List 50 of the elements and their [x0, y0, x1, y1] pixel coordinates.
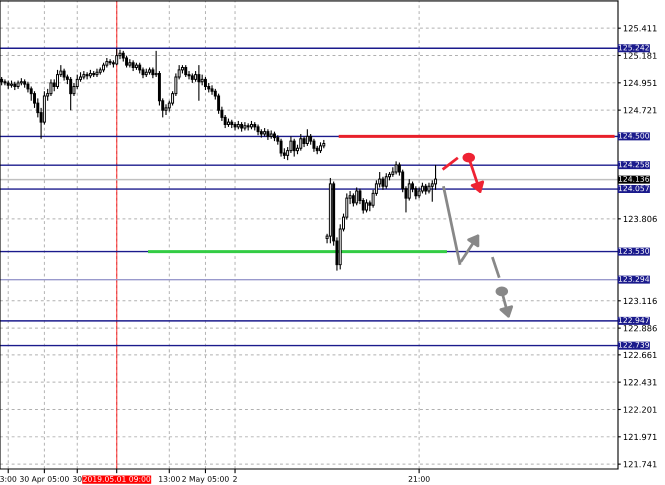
- y-tick-label: 125.181: [624, 52, 657, 59]
- y-tick-label: 122.201: [624, 406, 657, 413]
- candlestick: [194, 70, 198, 82]
- candlestick: [102, 62, 106, 73]
- candlestick: [280, 138, 283, 158]
- y-tick-label: 122.431: [624, 379, 657, 386]
- candlestick: [420, 182, 424, 194]
- candlestick: [190, 72, 194, 84]
- y-tick-label: 125.411: [624, 25, 657, 32]
- candlestick: [197, 64, 200, 102]
- y-tick-label: 121.971: [624, 434, 657, 440]
- y-tick-label: 122.886: [624, 325, 657, 332]
- candlestick: [352, 192, 355, 208]
- candlestick: [299, 133, 302, 152]
- candlestick: [302, 136, 306, 148]
- candlestick: [424, 183, 428, 196]
- candlestick: [266, 128, 270, 141]
- candlestick: [381, 176, 384, 190]
- candlestick: [355, 186, 358, 206]
- y-tick-label: 122.661: [624, 352, 657, 358]
- candlestick: [49, 78, 52, 97]
- candlestick: [200, 74, 204, 86]
- candlestick: [142, 66, 144, 79]
- candlestick: [132, 60, 135, 72]
- y-tick-label: 123.806: [624, 216, 657, 222]
- candlestick: [125, 55, 128, 68]
- candlestick: [56, 69, 59, 90]
- candlestick: [273, 131, 276, 142]
- candlestick: [306, 128, 309, 146]
- y-tick-label: 123.116: [624, 298, 657, 304]
- candlestick: [115, 48, 118, 66]
- candlestick: [204, 76, 207, 91]
- candlestick: [62, 68, 66, 82]
- candlestick: [69, 76, 72, 111]
- candlestick: [365, 198, 368, 213]
- candlestick: [394, 160, 398, 175]
- candlestick: [312, 138, 316, 152]
- candlestick: [164, 104, 168, 116]
- candlestick: [240, 122, 244, 132]
- candlestick: [138, 62, 142, 74]
- candlestick: [256, 124, 260, 136]
- y-tick-label: 124.721: [624, 107, 657, 114]
- candlestick: [105, 57, 108, 68]
- y-tick-label: 124.951: [624, 80, 657, 86]
- candlestick: [210, 84, 214, 96]
- candlestick: [418, 186, 421, 199]
- candlestick: [292, 138, 296, 158]
- y-tick-label: 121.741: [624, 461, 657, 468]
- candlestick: [414, 186, 418, 200]
- candlestick: [319, 142, 322, 154]
